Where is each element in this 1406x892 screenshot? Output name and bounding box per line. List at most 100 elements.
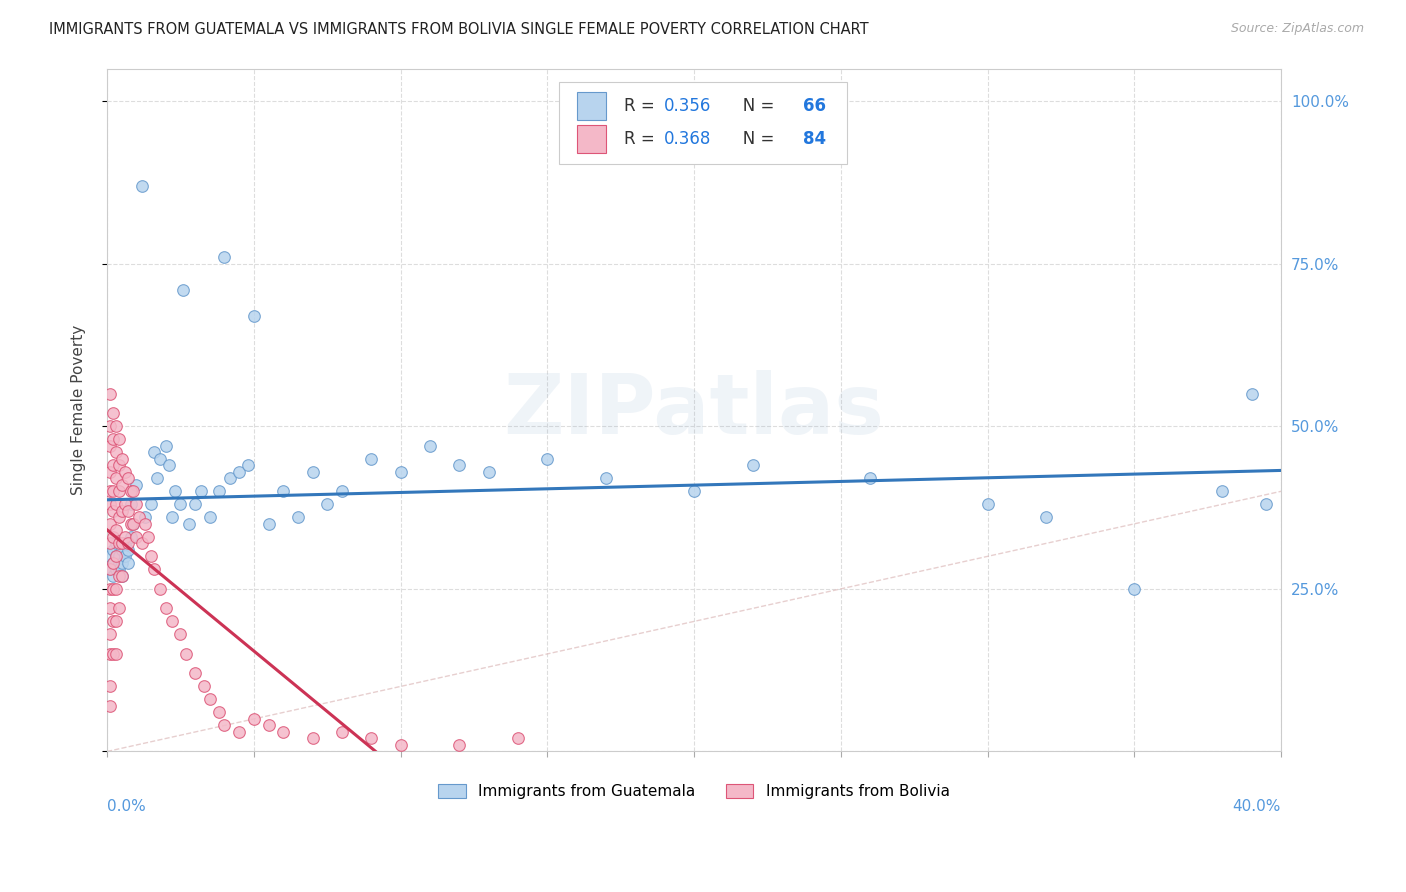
Point	[98, 497, 121, 511]
Point	[111, 542, 134, 557]
Point	[683, 484, 706, 499]
Point	[1211, 484, 1233, 499]
Point	[536, 451, 558, 466]
Point	[111, 477, 134, 491]
Point	[108, 458, 131, 473]
Point	[101, 504, 124, 518]
Text: 84: 84	[803, 130, 827, 148]
Point	[163, 484, 186, 499]
Point	[506, 731, 529, 746]
Text: N =: N =	[727, 97, 779, 115]
Point	[108, 569, 131, 583]
Point	[125, 530, 148, 544]
Point	[257, 718, 280, 732]
Point	[117, 536, 139, 550]
Point	[111, 536, 134, 550]
Point	[101, 406, 124, 420]
Point	[198, 692, 221, 706]
Point	[98, 562, 121, 576]
Point	[104, 419, 127, 434]
Point	[101, 582, 124, 596]
Point	[134, 516, 156, 531]
Point	[108, 601, 131, 615]
Point	[98, 484, 121, 499]
Point	[98, 549, 121, 564]
Point	[160, 510, 183, 524]
Point	[101, 556, 124, 570]
Point	[287, 510, 309, 524]
Point	[595, 471, 617, 485]
Point	[108, 484, 131, 499]
Point	[101, 530, 124, 544]
Point	[134, 510, 156, 524]
Point	[859, 471, 882, 485]
Point	[131, 178, 153, 193]
Point	[114, 497, 136, 511]
Point	[104, 582, 127, 596]
Point	[98, 439, 121, 453]
Point	[179, 516, 201, 531]
Point	[122, 484, 145, 499]
Point	[214, 718, 236, 732]
Point	[104, 524, 127, 538]
Point	[976, 497, 998, 511]
Text: ZIPatlas: ZIPatlas	[503, 369, 884, 450]
Point	[139, 549, 162, 564]
Point	[120, 516, 142, 531]
Point	[1123, 582, 1146, 596]
Point	[117, 556, 139, 570]
Point	[184, 497, 207, 511]
Point	[1256, 497, 1278, 511]
Text: 66: 66	[803, 97, 827, 115]
FancyBboxPatch shape	[576, 125, 606, 153]
Point	[108, 549, 131, 564]
Point	[214, 250, 236, 264]
Text: IMMIGRANTS FROM GUATEMALA VS IMMIGRANTS FROM BOLIVIA SINGLE FEMALE POVERTY CORRE: IMMIGRANTS FROM GUATEMALA VS IMMIGRANTS …	[49, 22, 869, 37]
Point	[389, 465, 412, 479]
Point	[104, 536, 127, 550]
Point	[449, 458, 471, 473]
Point	[190, 484, 212, 499]
Point	[104, 445, 127, 459]
Point	[98, 386, 121, 401]
Point	[271, 484, 294, 499]
Text: 0.368: 0.368	[664, 130, 711, 148]
Point	[193, 680, 215, 694]
Point	[228, 465, 250, 479]
Point	[108, 432, 131, 446]
Point	[101, 432, 124, 446]
Point	[117, 542, 139, 557]
Point	[146, 471, 169, 485]
Point	[741, 458, 763, 473]
Point	[243, 712, 266, 726]
FancyBboxPatch shape	[560, 82, 846, 164]
Text: 0.0%: 0.0%	[107, 799, 146, 814]
Point	[271, 725, 294, 739]
Point	[101, 647, 124, 661]
Point	[122, 516, 145, 531]
Point	[114, 530, 136, 544]
Text: 0.356: 0.356	[664, 97, 711, 115]
Legend: Immigrants from Guatemala, Immigrants from Bolivia: Immigrants from Guatemala, Immigrants fr…	[433, 778, 956, 805]
Point	[449, 738, 471, 752]
Point	[111, 556, 134, 570]
Point	[169, 497, 191, 511]
Point	[157, 458, 180, 473]
Text: R =: R =	[624, 130, 659, 148]
Point	[120, 484, 142, 499]
Point	[101, 458, 124, 473]
FancyBboxPatch shape	[576, 93, 606, 120]
Point	[219, 471, 242, 485]
Point	[98, 698, 121, 713]
Point	[243, 309, 266, 323]
Point	[98, 536, 121, 550]
Point	[101, 484, 124, 499]
Point	[101, 569, 124, 583]
Point	[176, 647, 198, 661]
Point	[316, 497, 339, 511]
Point	[125, 497, 148, 511]
Point	[301, 465, 323, 479]
Point	[419, 439, 441, 453]
Point	[104, 549, 127, 564]
Point	[160, 615, 183, 629]
